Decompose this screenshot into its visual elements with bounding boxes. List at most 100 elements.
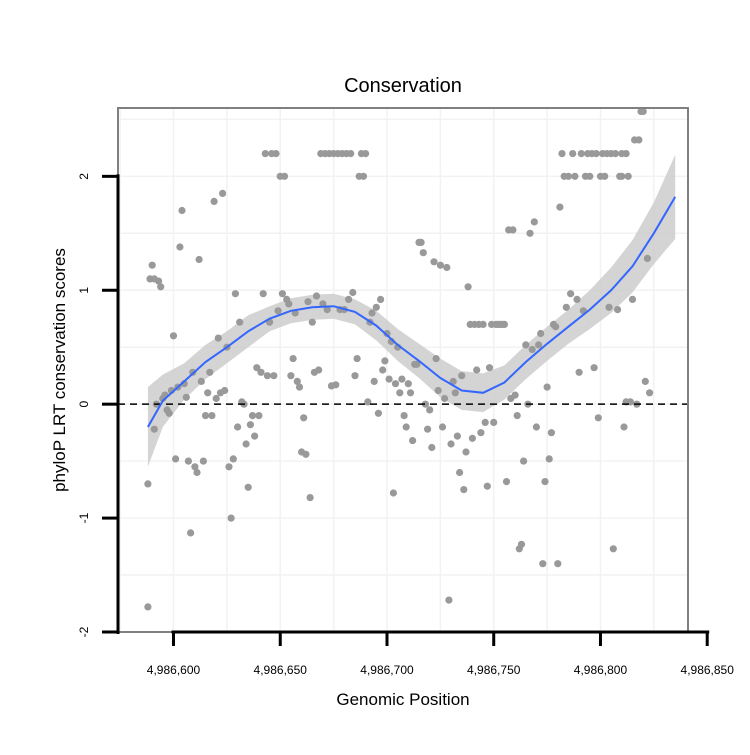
data-point <box>304 298 312 306</box>
data-point <box>234 423 242 431</box>
data-point <box>359 172 368 180</box>
data-point <box>517 540 526 548</box>
data-point <box>590 364 598 372</box>
data-point <box>368 309 376 317</box>
data-point <box>511 391 519 399</box>
data-point <box>285 300 293 308</box>
data-point <box>419 249 427 257</box>
data-point <box>184 457 192 465</box>
data-point <box>479 320 487 328</box>
x-tick-label: 4,986,600 <box>147 663 201 677</box>
data-point <box>404 380 412 388</box>
data-point <box>509 226 517 234</box>
y-axis: -2 -1 0 1 2 <box>77 173 120 637</box>
data-point <box>259 290 267 298</box>
data-point <box>148 261 156 269</box>
data-point <box>417 238 425 246</box>
data-point <box>370 377 378 385</box>
data-point <box>483 482 491 490</box>
data-point <box>535 341 543 349</box>
data-point <box>624 172 632 180</box>
data-point <box>150 425 158 433</box>
data-point <box>635 136 643 144</box>
data-point <box>611 150 620 158</box>
data-point <box>545 455 553 463</box>
data-point <box>477 429 485 437</box>
data-point <box>646 389 654 397</box>
data-point <box>144 603 152 611</box>
data-point <box>374 409 382 417</box>
data-point <box>225 463 233 471</box>
x-tick-label: 4,986,800 <box>574 663 628 677</box>
data-point <box>641 377 649 385</box>
data-point <box>432 355 440 363</box>
data-point <box>231 290 239 298</box>
data-point <box>564 172 573 180</box>
data-point <box>639 107 647 115</box>
data-point <box>257 368 265 376</box>
data-point <box>364 398 372 406</box>
data-point <box>460 486 468 494</box>
data-point <box>464 283 472 291</box>
data-point <box>270 372 278 380</box>
data-point <box>481 418 489 426</box>
confidence-ribbon <box>147 154 676 467</box>
data-point <box>263 372 271 380</box>
data-point <box>385 375 393 383</box>
data-point <box>144 480 152 488</box>
data-point <box>300 414 308 422</box>
data-point <box>323 306 331 314</box>
data-point <box>539 560 547 568</box>
data-point <box>155 277 163 285</box>
data-point <box>187 529 195 537</box>
data-point <box>543 383 551 391</box>
data-point <box>473 366 481 374</box>
data-point <box>618 172 626 180</box>
data-point <box>381 357 389 365</box>
data-point <box>522 341 530 349</box>
data-point <box>347 150 355 158</box>
data-point <box>594 414 602 422</box>
data-point <box>400 412 408 420</box>
data-point <box>306 494 314 502</box>
data-point <box>353 355 361 363</box>
data-point <box>182 393 190 401</box>
data-point <box>447 440 455 448</box>
data-point <box>229 455 237 463</box>
data-point <box>172 455 180 463</box>
data-point <box>221 386 229 395</box>
data-point <box>541 478 549 486</box>
data-point <box>456 468 464 477</box>
data-point <box>396 389 404 397</box>
data-point <box>451 389 459 397</box>
data-point <box>577 150 585 158</box>
y-tick-label: 0 <box>77 401 91 408</box>
data-point <box>562 303 570 311</box>
data-point <box>308 318 316 326</box>
data-point <box>178 206 186 215</box>
data-point <box>253 364 261 372</box>
data-point <box>421 400 429 408</box>
data-point <box>586 172 594 180</box>
chart-title: Conservation <box>344 75 462 97</box>
data-point <box>569 150 577 158</box>
data-point <box>280 172 289 180</box>
y-tick-label: -1 <box>77 512 91 523</box>
data-point <box>605 303 613 311</box>
data-point <box>537 329 545 338</box>
data-point <box>261 150 269 158</box>
data-point <box>287 372 295 380</box>
y-tick-label: 2 <box>77 173 91 180</box>
data-point <box>552 323 560 331</box>
data-point <box>195 255 203 264</box>
data-point <box>391 380 400 388</box>
data-point <box>532 423 541 431</box>
data-point <box>601 172 609 180</box>
data-point <box>206 368 214 376</box>
data-point <box>332 381 340 389</box>
data-point <box>614 306 622 314</box>
data-point <box>197 377 205 385</box>
data-point <box>351 372 359 380</box>
data-point <box>246 421 254 429</box>
